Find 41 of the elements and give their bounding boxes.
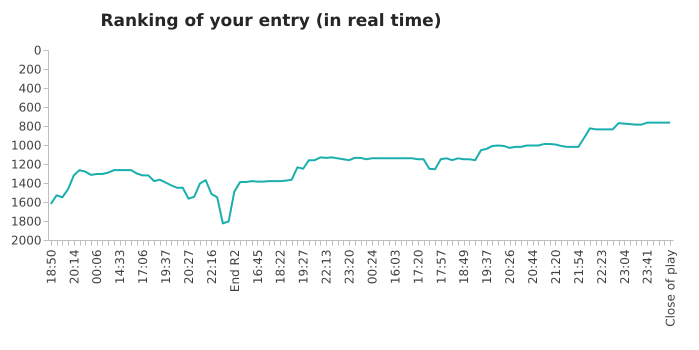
x-tick-label: 20:26	[503, 250, 518, 284]
x-tick-label: Close of play	[664, 250, 678, 327]
x-tick-label: 23:20	[342, 250, 357, 284]
x-tick-label: 18:50	[44, 250, 58, 284]
y-tick-label: 1200	[10, 158, 42, 172]
x-tick-label: 22:13	[320, 250, 334, 284]
chart-title: Ranking of your entry (in real time)	[100, 11, 442, 31]
x-tick-label: 16:45	[250, 250, 265, 284]
y-tick-label: 1400	[10, 176, 42, 190]
x-tick-label: 16:03	[388, 250, 402, 284]
x-tick-label: 17:20	[411, 250, 426, 284]
x-tick-label: 22:16	[204, 250, 219, 284]
x-tick-label: 21:54	[572, 250, 586, 284]
x-tick-label: 00:06	[90, 250, 104, 284]
y-tick-label: 800	[18, 120, 42, 134]
x-tick-label: 19:37	[159, 250, 174, 284]
x-tick-label: 14:33	[113, 250, 128, 284]
x-tick-label: 19:27	[296, 250, 311, 284]
x-tick-label: 21:20	[548, 250, 563, 284]
y-tick-label: 400	[18, 82, 42, 96]
x-tick-label: 17:57	[434, 250, 448, 284]
x-tick-label: 23:04	[618, 250, 632, 284]
x-tick-label: 17:06	[136, 250, 150, 284]
x-tick-label: 23:41	[640, 250, 655, 284]
x-tick-label: End R2	[228, 250, 242, 292]
y-tick-label: 1000	[10, 138, 42, 152]
x-tick-label: 20:14	[67, 250, 82, 284]
y-tick-label: 1600	[10, 196, 42, 210]
y-tick-label: 200	[18, 62, 42, 76]
x-tick-label: 00:24	[365, 250, 380, 284]
x-tick-label: 20:44	[526, 250, 540, 284]
x-tick-label: 18:22	[274, 250, 288, 284]
y-tick-label: 2000	[10, 234, 42, 248]
line-series	[50, 122, 672, 224]
x-tick-label: 20:27	[182, 250, 196, 284]
x-tick-label: 22:23	[594, 250, 609, 284]
x-tick-label: 18:49	[457, 250, 472, 284]
y-tick-label: 1800	[10, 214, 42, 228]
x-tick-label: 19:37	[480, 250, 494, 284]
y-tick-label: 600	[18, 100, 42, 114]
y-tick-label: 0	[34, 44, 42, 58]
